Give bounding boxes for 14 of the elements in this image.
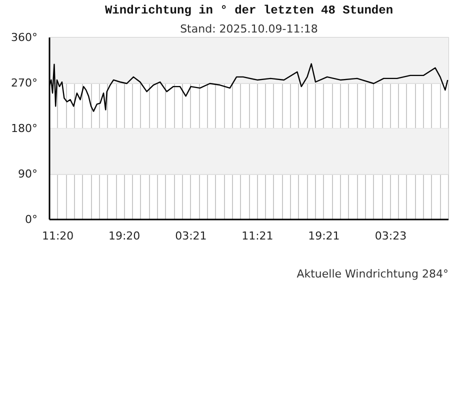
- x-tick-label: 11:20: [42, 230, 74, 242]
- x-tick-label: 19:20: [108, 230, 140, 242]
- text: Aktuelle Windrichtung 284°: [296, 268, 449, 280]
- y-tick-label: 0°: [25, 213, 38, 226]
- x-tick-label: 19:21: [308, 230, 340, 242]
- y-tick-label: 360°: [11, 31, 38, 44]
- x-tick-label: 03:23: [374, 230, 407, 242]
- y-tick-label: 180°: [11, 122, 38, 135]
- y-tick-label: 90°: [18, 168, 38, 180]
- x-tick-label: 11:21: [242, 230, 274, 242]
- chart-subtitle: Stand: 2025.10.09-11:18: [180, 22, 318, 36]
- y-tick-label: 270°: [11, 76, 38, 90]
- x-tick-label: 03:21: [175, 230, 207, 242]
- chart-title: Windrichtung in ° der letzten 48 Stunden: [104, 4, 394, 18]
